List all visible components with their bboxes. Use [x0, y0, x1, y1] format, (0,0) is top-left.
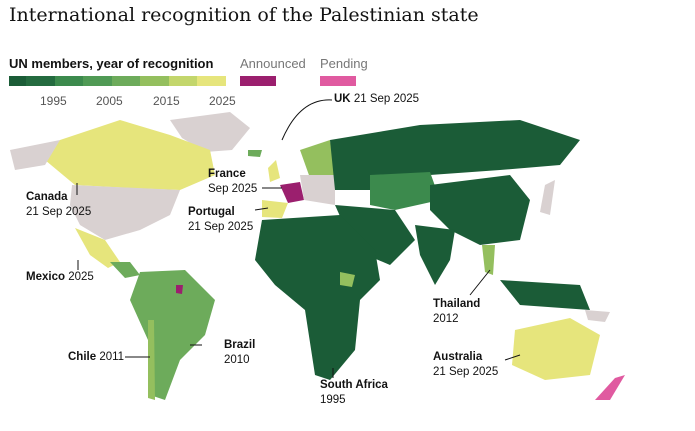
label-canada: Canada 21 Sep 2025 [26, 191, 92, 218]
legend-scale-band [168, 76, 197, 86]
label-australia: Australia 21 Sep 2025 [433, 351, 499, 378]
legend-scale-band [83, 76, 112, 86]
label-uk: UK 21 Sep 2025 [334, 93, 420, 105]
chile [148, 320, 155, 400]
se-asia-islands [500, 280, 590, 310]
label-france: France Sep 2025 [208, 168, 258, 195]
australia [512, 318, 600, 380]
legend-announced-swatch [240, 76, 276, 86]
png [585, 310, 610, 322]
legend-tick: 1995 [40, 94, 67, 108]
africa [255, 215, 380, 380]
greenland [170, 112, 250, 152]
india [415, 225, 455, 285]
south-america [130, 270, 215, 400]
japan [540, 180, 555, 215]
scandinavia [300, 140, 335, 178]
france [280, 182, 304, 203]
label-south-africa: South Africa 1995 [320, 379, 388, 406]
uk [268, 160, 280, 182]
french-guiana [176, 285, 183, 294]
legend-scale-band [9, 76, 26, 86]
legend-title: UN members, year of recognition [9, 56, 214, 71]
chart-title: International recognition of the Palesti… [9, 4, 479, 26]
legend-pending-swatch [320, 76, 356, 86]
thailand [482, 245, 495, 275]
legend-scale-band [26, 76, 55, 86]
new-zealand [595, 375, 625, 400]
alaska [10, 140, 60, 170]
russia-asia [330, 120, 580, 190]
legend-scale-band [197, 76, 226, 86]
legend-scale-band [54, 76, 83, 86]
central-america [110, 262, 140, 278]
legend-tick: 2005 [96, 94, 123, 108]
label-thailand: Thailand 2012 [433, 298, 481, 325]
legend-scale-band [111, 76, 140, 86]
canada [45, 120, 215, 190]
mexico [75, 228, 120, 268]
usa [70, 185, 180, 240]
legend-tick: 2015 [153, 94, 180, 108]
central-asia [370, 172, 440, 210]
iceland [248, 150, 262, 157]
label-mexico: Mexico 2025 [26, 271, 94, 283]
central-europe [300, 175, 335, 205]
legend-pending-label: Pending [320, 56, 368, 71]
china [430, 175, 530, 245]
legend-color-scale [9, 76, 226, 86]
south-sudan [340, 272, 355, 287]
legend-announced-label: Announced [240, 56, 306, 71]
label-brazil: Brazil 2010 [224, 339, 256, 366]
iberia [262, 200, 288, 218]
legend-scale-band [140, 76, 169, 86]
legend-tick: 2025 [209, 94, 236, 108]
label-chile: Chile 2011 [68, 351, 125, 363]
label-portugal: Portugal 21 Sep 2025 [188, 206, 254, 233]
